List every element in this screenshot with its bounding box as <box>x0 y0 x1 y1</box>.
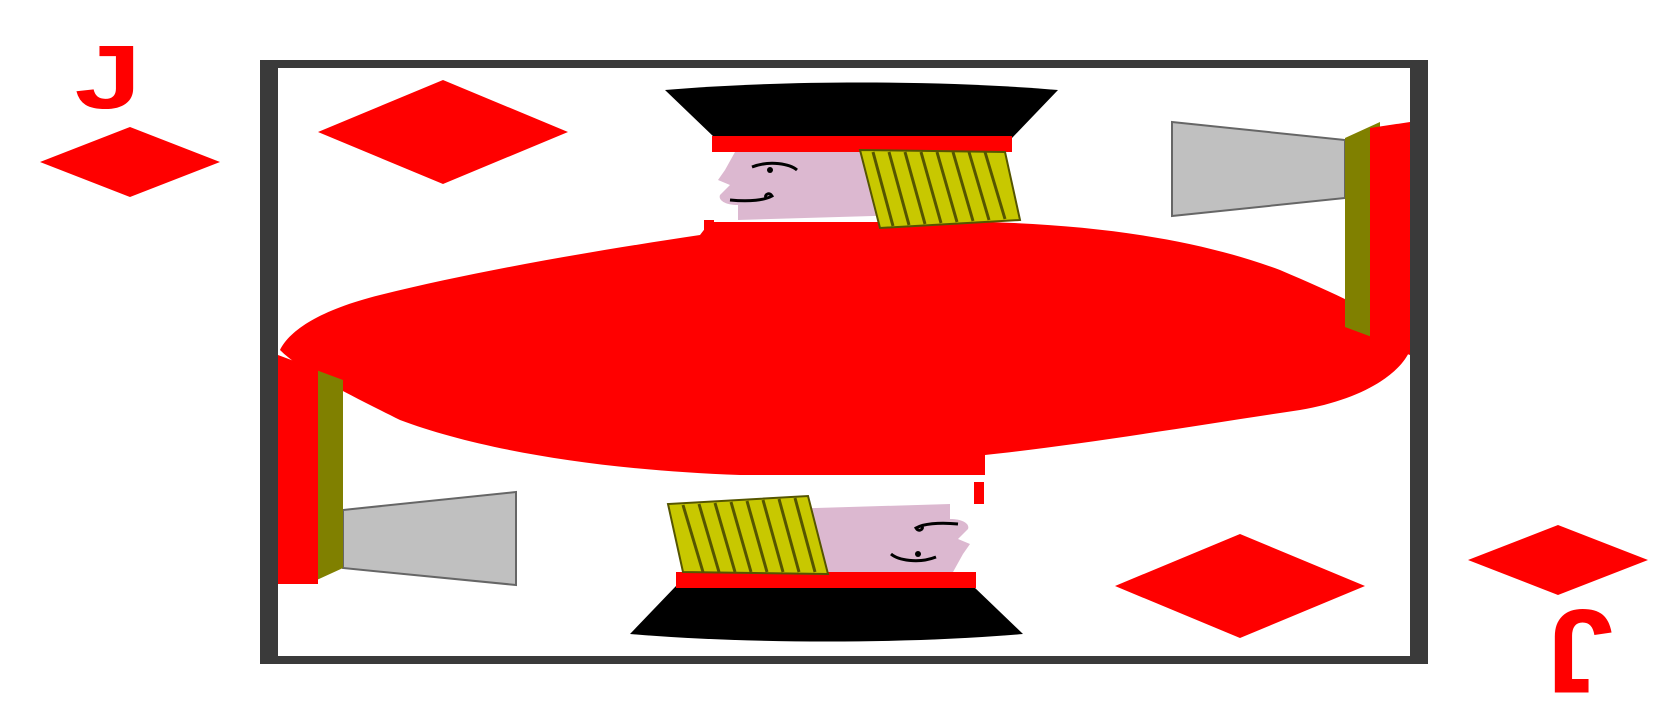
jack-face-bottom <box>783 504 970 572</box>
axe-shaft-top <box>1370 122 1410 355</box>
rank-label-bottom-right: J <box>1547 584 1614 718</box>
rank-label-top-left: J <box>75 27 142 127</box>
jack-robe <box>280 222 1410 475</box>
jack-collar-bottom <box>974 482 984 504</box>
jack-hat-bottom <box>630 586 1023 642</box>
jack-hair-bottom <box>666 494 830 576</box>
jack-hair-stripes-bottom <box>681 497 817 573</box>
jack-hat-band-top <box>712 136 1012 152</box>
jack-mouth-top <box>729 192 774 203</box>
corner-index-top-left: J <box>40 27 220 197</box>
jack-hair-top <box>858 148 1022 230</box>
jack-figure-icon <box>630 482 1023 642</box>
diamond-pip-icon <box>40 127 220 197</box>
jack-eyebrow-top <box>751 161 798 172</box>
jack-hat-top <box>665 82 1058 138</box>
jack-collar-top <box>704 220 714 242</box>
jack-mouth-bottom <box>914 521 959 532</box>
jack-eye-bottom <box>915 551 921 557</box>
jack-hat-band-bottom <box>676 572 976 588</box>
axe-shaft-bottom <box>278 355 318 584</box>
jack-figure-icon <box>665 82 1058 242</box>
axe-icon <box>278 355 517 587</box>
jack-face-top <box>718 152 905 220</box>
card-frame-left-edge <box>262 62 278 662</box>
jack-hair-stripes-top <box>871 151 1007 227</box>
diamond-pip-icon <box>318 80 568 184</box>
jack-eyebrow-bottom <box>890 552 937 563</box>
card-frame-right-edge <box>1410 62 1426 662</box>
jack-eye-top <box>767 167 773 173</box>
corner-index-bottom-right: J <box>1468 525 1648 718</box>
diamond-pip-icon <box>1468 525 1648 595</box>
diamond-pip-icon <box>1115 534 1365 638</box>
axe-icon <box>1171 120 1410 355</box>
